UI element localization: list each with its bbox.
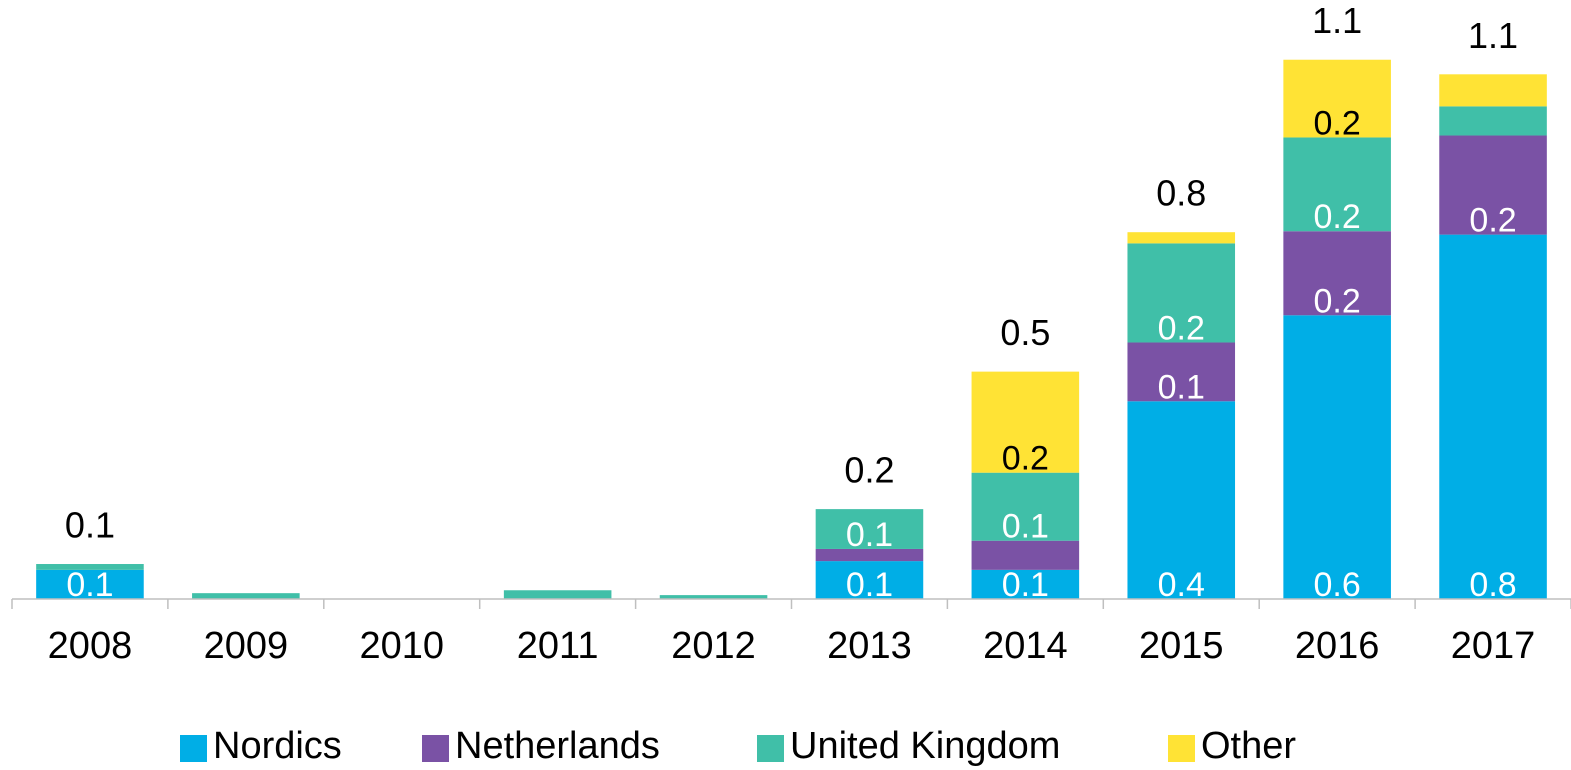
x-tick-label: 2014 — [983, 625, 1068, 667]
legend-swatch — [757, 735, 784, 762]
bar-segment — [1283, 137, 1391, 232]
bar-segment — [971, 540, 1080, 570]
total-label: 1.1 — [1312, 0, 1362, 41]
value-label: 0.1 — [1002, 566, 1049, 604]
x-tick-label: 2008 — [48, 625, 133, 667]
total-label: 0.1 — [65, 505, 115, 546]
legend-swatch — [1168, 735, 1195, 762]
bar-segment — [36, 564, 144, 570]
bar-segment — [1283, 315, 1391, 599]
bar-segment — [503, 590, 612, 599]
x-tick-label: 2010 — [359, 625, 444, 667]
total-label: 0.2 — [844, 450, 894, 491]
total-label: 0.5 — [1000, 312, 1050, 353]
total-label: 1.1 — [1468, 15, 1518, 56]
value-label: 0.8 — [1469, 566, 1516, 604]
value-label: 0.1 — [846, 516, 893, 554]
bar-segment — [815, 561, 924, 599]
value-label: 0.4 — [1158, 566, 1205, 604]
bar-segment — [815, 548, 924, 562]
value-label: 0.6 — [1314, 566, 1361, 604]
value-label: 0.2 — [1002, 440, 1049, 478]
bar-segment — [1127, 243, 1236, 343]
value-label: 0.2 — [1314, 282, 1361, 320]
x-tick-label: 2012 — [671, 625, 756, 667]
bar-segment — [1439, 74, 1547, 107]
x-tick-label: 2015 — [1139, 625, 1224, 667]
bar-segment — [1127, 401, 1236, 599]
value-label: 0.2 — [1158, 309, 1205, 347]
bar-segment — [659, 595, 768, 599]
bar-segment — [1439, 135, 1547, 235]
value-label: 0.2 — [1314, 198, 1361, 236]
value-label: 0.1 — [1002, 508, 1049, 546]
bar-segment — [1127, 342, 1236, 402]
legend-label: Nordics — [213, 725, 342, 767]
x-tick-label: 2011 — [517, 625, 599, 667]
value-label: 0.2 — [1314, 104, 1361, 142]
legend-swatch — [180, 735, 207, 762]
legend-swatch — [422, 735, 449, 762]
bar-segment — [192, 593, 300, 599]
bar-segment — [36, 569, 144, 599]
bar-segment — [1127, 232, 1236, 244]
bar-segment — [971, 569, 1080, 599]
bar-segment — [1283, 59, 1391, 138]
x-tick-label: 2017 — [1451, 625, 1536, 667]
value-label: 0.1 — [846, 566, 893, 604]
value-label: 0.1 — [66, 566, 113, 604]
value-label: 0.1 — [1158, 368, 1205, 406]
bar-segment — [815, 509, 924, 549]
total-label: 0.8 — [1156, 173, 1206, 214]
bar-segment — [1283, 231, 1391, 316]
legend-label: Netherlands — [455, 725, 660, 767]
bar-segment — [971, 472, 1080, 541]
bar-segment — [1439, 106, 1547, 136]
x-tick-label: 2016 — [1295, 625, 1380, 667]
legend-label: United Kingdom — [790, 725, 1060, 767]
bar-segment — [1439, 234, 1547, 599]
value-label: 0.2 — [1469, 202, 1516, 240]
x-tick-label: 2009 — [204, 625, 289, 667]
legend-label: Other — [1201, 725, 1296, 767]
bar-segment — [971, 371, 1080, 473]
x-tick-label: 2013 — [827, 625, 912, 667]
